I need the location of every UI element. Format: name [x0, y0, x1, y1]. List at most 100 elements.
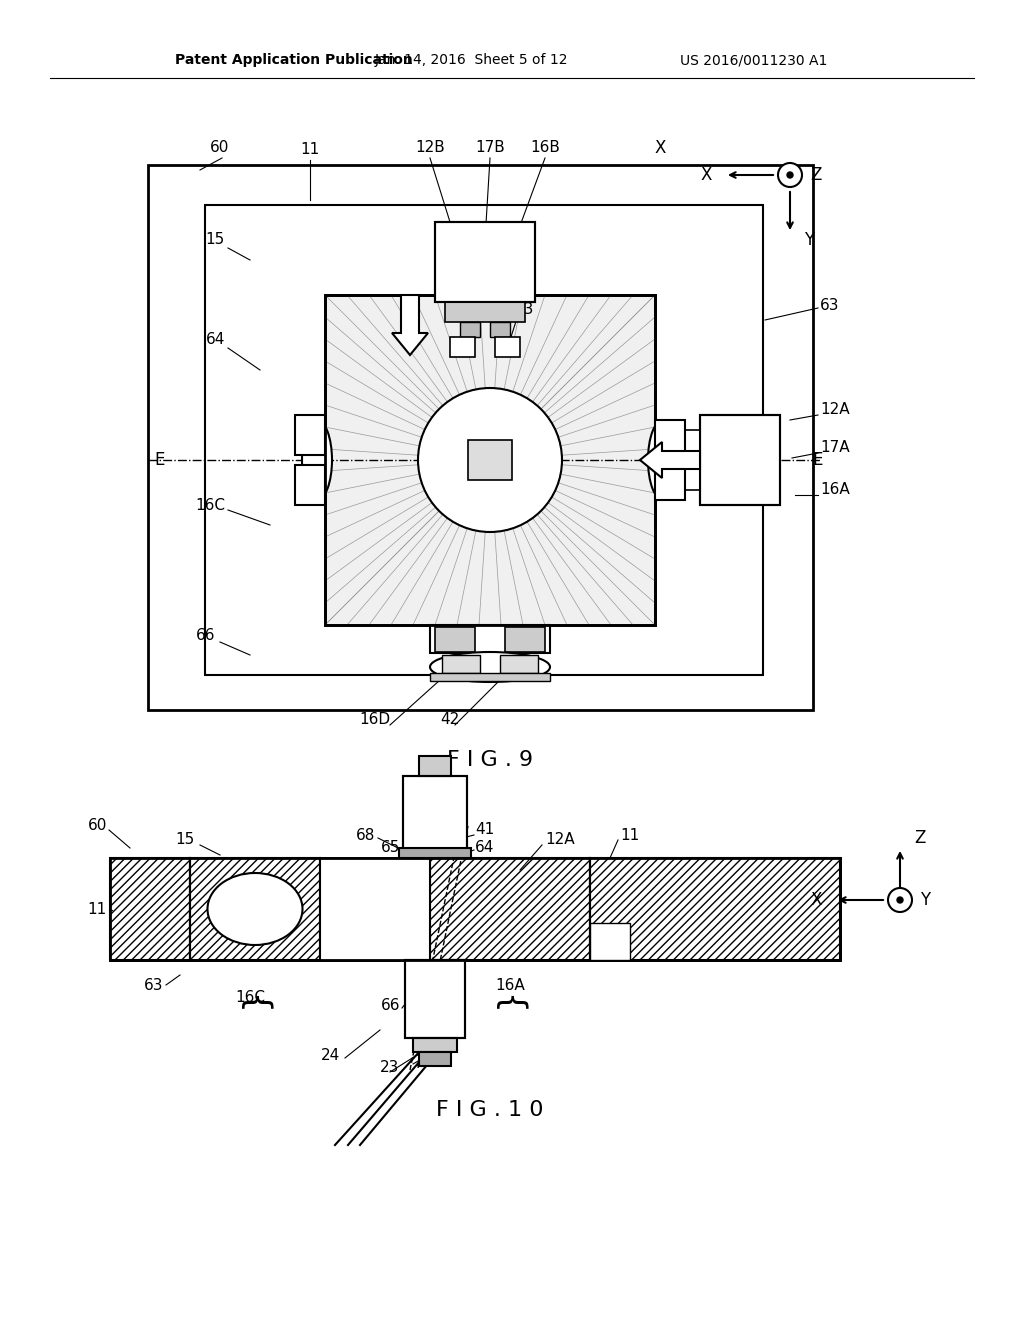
Text: 11: 11	[300, 143, 319, 157]
Bar	[430, 624, 550, 653]
Bar	[505, 627, 545, 652]
Bar	[435, 627, 475, 652]
Bar	[655, 420, 685, 458]
Text: 16D: 16D	[359, 713, 390, 727]
Text: 22: 22	[415, 1055, 434, 1069]
Bar	[148, 165, 813, 710]
Circle shape	[778, 162, 802, 187]
FancyArrow shape	[640, 442, 700, 478]
Bar	[419, 1052, 451, 1067]
Text: US 2016/0011230 A1: US 2016/0011230 A1	[680, 53, 827, 67]
Text: 15: 15	[176, 833, 195, 847]
Ellipse shape	[648, 420, 678, 500]
Circle shape	[897, 898, 903, 903]
Bar	[403, 776, 467, 858]
Text: Z: Z	[914, 829, 926, 847]
Text: E: E	[812, 451, 822, 469]
Text: X: X	[811, 891, 822, 909]
Bar	[205, 205, 763, 675]
Text: 60: 60	[88, 817, 106, 833]
Text: 12A: 12A	[545, 833, 574, 847]
Bar	[325, 294, 655, 624]
Bar	[445, 302, 525, 322]
Bar	[406, 960, 465, 1038]
Text: 12A: 12A	[820, 403, 850, 417]
Bar	[490, 322, 510, 337]
Bar	[495, 337, 520, 356]
Text: 66: 66	[196, 627, 215, 643]
Bar	[590, 923, 630, 960]
Text: }: }	[494, 986, 526, 1007]
Bar	[295, 465, 325, 506]
Bar	[435, 222, 535, 302]
Text: Y: Y	[920, 891, 930, 909]
Text: 64: 64	[206, 333, 225, 347]
Text: F I G . 1 0: F I G . 1 0	[436, 1100, 544, 1119]
Text: 63: 63	[143, 978, 163, 993]
FancyArrow shape	[392, 294, 428, 355]
Text: 41: 41	[475, 822, 495, 837]
Bar	[325, 294, 655, 624]
Text: Patent Application Publication: Patent Application Publication	[175, 53, 413, 67]
Bar	[700, 414, 780, 506]
Text: 63: 63	[820, 297, 840, 313]
Bar	[399, 847, 471, 858]
Text: 42: 42	[440, 713, 460, 727]
Circle shape	[787, 172, 793, 178]
Text: }: }	[239, 986, 271, 1007]
Text: 16A: 16A	[820, 483, 850, 498]
Text: 23: 23	[380, 1060, 399, 1076]
Text: 16C: 16C	[234, 990, 265, 1006]
Bar	[295, 414, 325, 455]
Bar	[450, 337, 475, 356]
Text: X: X	[700, 166, 712, 183]
Bar	[406, 960, 465, 1038]
Text: 17A: 17A	[820, 441, 850, 455]
Text: 12B: 12B	[415, 140, 444, 156]
Text: E: E	[155, 451, 165, 469]
Text: F I G . 9: F I G . 9	[446, 750, 534, 770]
Bar	[442, 655, 480, 673]
Text: 17B: 17B	[475, 140, 505, 156]
Bar	[319, 858, 430, 960]
Text: 16A: 16A	[496, 978, 525, 993]
Bar	[435, 222, 535, 302]
Bar	[590, 858, 840, 960]
Text: 65: 65	[381, 841, 400, 855]
Bar	[110, 858, 840, 960]
Text: Y: Y	[804, 231, 814, 249]
Bar	[430, 673, 550, 681]
Text: 64: 64	[475, 840, 495, 854]
Bar	[678, 430, 700, 451]
Circle shape	[418, 388, 562, 532]
Bar	[110, 858, 840, 960]
Text: 66: 66	[381, 998, 400, 1014]
Bar	[700, 414, 780, 506]
Bar	[468, 440, 512, 480]
Text: 60: 60	[210, 140, 229, 156]
Bar	[110, 858, 190, 960]
Text: 23: 23	[515, 302, 535, 318]
Text: 11: 11	[88, 903, 106, 917]
Text: 21: 21	[440, 1035, 460, 1049]
Circle shape	[888, 888, 912, 912]
Bar	[678, 469, 700, 490]
Text: 16B: 16B	[530, 140, 560, 156]
Ellipse shape	[430, 652, 550, 682]
Ellipse shape	[302, 420, 332, 500]
Text: 16C: 16C	[195, 498, 225, 512]
Text: 68: 68	[355, 828, 375, 842]
Bar	[460, 322, 480, 337]
Text: X: X	[654, 139, 666, 157]
Text: Z: Z	[810, 166, 821, 183]
Ellipse shape	[208, 873, 302, 945]
Bar	[655, 462, 685, 500]
Text: 24: 24	[321, 1048, 340, 1063]
Bar	[413, 1038, 457, 1052]
Bar	[403, 776, 467, 858]
Bar	[430, 858, 590, 960]
Bar	[500, 655, 538, 673]
Bar	[190, 858, 319, 960]
Text: 11: 11	[620, 829, 639, 843]
Text: Jan. 14, 2016  Sheet 5 of 12: Jan. 14, 2016 Sheet 5 of 12	[375, 53, 568, 67]
